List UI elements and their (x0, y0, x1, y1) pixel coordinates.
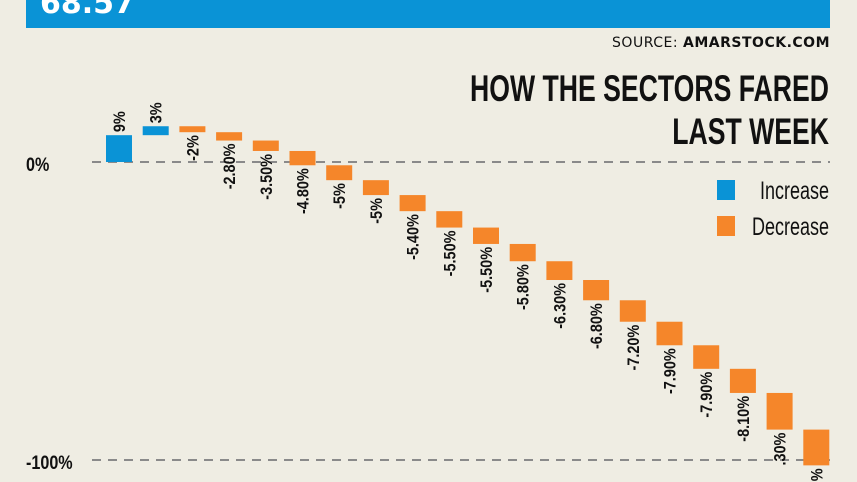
bar-11 (509, 243, 536, 262)
y-tick-minus-100: -100% (26, 452, 73, 474)
source-prefix: SOURCE: (612, 35, 684, 51)
bar-label-13: -6.80% (588, 303, 606, 349)
bar-8 (399, 195, 426, 212)
bar-label-0: 9% (111, 111, 129, 132)
bar-label-2: -2% (184, 135, 202, 161)
bar-label-17: -8.10% (735, 396, 753, 442)
legend-decrease-label: Decrease (752, 212, 829, 241)
legend-decrease-swatch (717, 216, 735, 236)
bar-19 (803, 429, 830, 466)
bar-4 (252, 140, 279, 151)
chart-title-line-2: LAST WEEK (672, 111, 829, 152)
source-name: AMARSTOCK.COM (683, 35, 830, 51)
bar-label-1: 3% (148, 102, 166, 123)
bar-2 (179, 126, 206, 133)
source-credit: SOURCE: AMARSTOCK.COM (612, 35, 830, 51)
bar-label-12: -6.30% (551, 283, 569, 329)
bars-group: 9% 3% -2% -2.80% -3.50% -4.80% -5% -5% -5.40% -5.… (106, 102, 830, 481)
bar-14 (619, 300, 646, 322)
bar-16 (693, 345, 720, 369)
bar-10 (473, 227, 499, 244)
bar-18 (766, 392, 793, 430)
bar-label-16: -7.90% (698, 372, 716, 418)
y-tick-0: 0% (26, 154, 50, 176)
legend-increase-swatch (717, 180, 735, 200)
bar-9 (436, 211, 463, 228)
bar-label-3: -2.80% (221, 144, 239, 190)
bar-1 (142, 126, 169, 136)
bar-3 (216, 132, 243, 141)
bar-label-14: -7.20% (625, 325, 643, 371)
bar-label-5: -4.80% (294, 168, 312, 214)
bar-label-4: -3.50% (258, 154, 276, 200)
bar-label-7: -5% (368, 198, 386, 224)
bar-5 (289, 150, 316, 166)
bar-label-10: -5.50% (478, 247, 496, 293)
bar-6 (326, 165, 353, 181)
bar-17 (729, 368, 756, 393)
banner-value: 68.57 (40, 0, 135, 21)
bar-15 (656, 321, 683, 346)
bar-7 (362, 180, 389, 196)
bar-label-19: % (808, 468, 826, 481)
top-banner: 68.57 (26, 0, 830, 28)
bar-label-11: -5.80% (515, 264, 533, 310)
bar-label-9: -5.50% (441, 231, 459, 277)
legend-increase-label: Increase (760, 176, 829, 205)
chart-title-line-1: HOW THE SECTORS FARED (470, 68, 829, 109)
bar-label-15: -7.90% (661, 348, 679, 394)
bar-label-18: .30% (772, 433, 790, 466)
bar-0 (106, 135, 132, 162)
bar-13 (583, 280, 610, 301)
bar-label-8: -5.40% (405, 214, 423, 260)
bar-12 (546, 261, 573, 281)
bar-label-6: -5% (331, 183, 349, 209)
